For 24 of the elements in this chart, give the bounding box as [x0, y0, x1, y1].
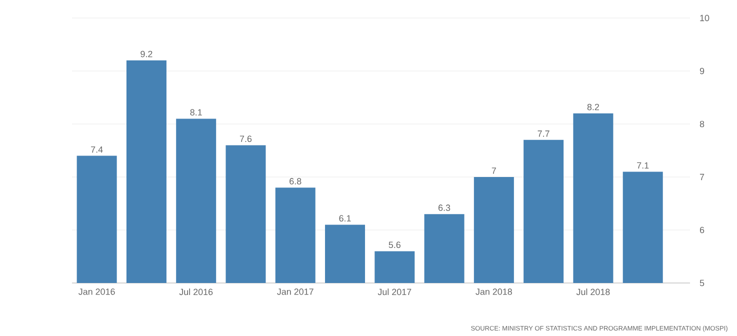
data-label: 6.3: [438, 204, 450, 211]
data-label: 9.2: [140, 50, 152, 58]
data-label: 6.1: [339, 215, 351, 222]
x-tick-label: Jan 2017: [277, 288, 314, 295]
y-tick-label: 6: [700, 226, 704, 234]
data-label: 7.4: [91, 146, 103, 153]
y-tick-label: 9: [700, 68, 704, 74]
x-tick-label: Jan 2016: [78, 288, 115, 295]
data-label: 7.7: [538, 130, 550, 137]
y-tick-label: 7: [700, 174, 704, 180]
data-label: 8.2: [587, 104, 599, 110]
data-label: 8.1: [190, 109, 202, 116]
x-tick-label: Jul 2018: [576, 288, 610, 296]
data-label: 7.1: [637, 162, 649, 169]
y-tick-label: 5: [700, 280, 704, 286]
y-tick-label: 8: [700, 120, 704, 128]
x-tick-label: Jan 2018: [476, 288, 512, 295]
y-tick-label: 10: [700, 14, 710, 22]
data-label: 7: [492, 168, 496, 174]
x-tick-label: Jul 2016: [179, 288, 213, 296]
data-label: 5.6: [388, 242, 400, 248]
data-label: 7.6: [240, 136, 252, 142]
x-tick-label: Jul 2017: [378, 288, 412, 296]
data-label: 6.8: [290, 178, 302, 184]
